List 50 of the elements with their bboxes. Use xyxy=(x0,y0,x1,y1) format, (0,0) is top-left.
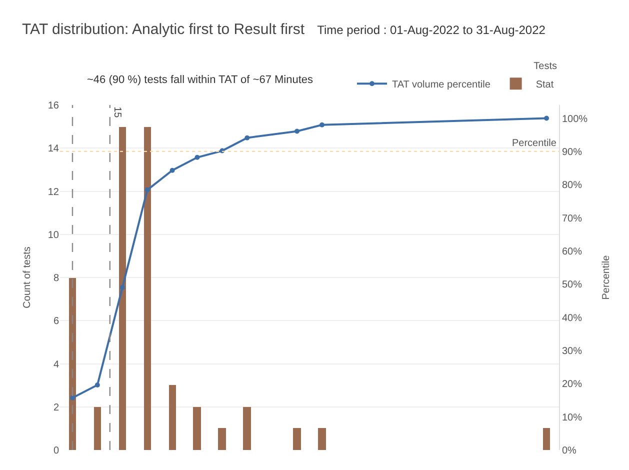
y2-tick-label: 50% xyxy=(562,280,582,291)
point xyxy=(144,187,150,192)
bar xyxy=(218,428,226,450)
y-tick-label: 0 xyxy=(53,446,60,456)
y2-tick-label: 70% xyxy=(562,213,582,224)
y2-tick-label: 30% xyxy=(562,346,582,357)
y-axis-title: Count of tests xyxy=(22,246,33,308)
y2-tick-label: 60% xyxy=(562,246,582,258)
chart-title: TAT distribution: Analytic first to Result first xyxy=(22,21,305,38)
point xyxy=(544,116,550,121)
y2-tick-label: 90% xyxy=(562,146,582,158)
y2-tick-label: 0% xyxy=(562,446,577,456)
y-tick-label: 6 xyxy=(53,316,60,328)
point xyxy=(244,135,250,140)
y2-axis-title: Percentile xyxy=(601,254,612,300)
text: ~46 (90 %) tests fall within TAT of ~67 Minutes xyxy=(87,74,314,86)
legend-label: TAT volume percentile xyxy=(392,80,491,90)
bar xyxy=(119,127,126,450)
y2-tick-label: 20% xyxy=(562,379,582,390)
ref-line-label: Percentile xyxy=(512,138,557,149)
legend-label: Stat xyxy=(536,80,554,90)
y-tick-label: 16 xyxy=(48,100,60,112)
legend-title: Tests xyxy=(534,61,557,72)
y2-tick-label: 80% xyxy=(562,180,582,192)
y-tick-label: 8 xyxy=(53,273,60,284)
bar xyxy=(243,407,251,450)
y-tick-label: 10 xyxy=(48,230,60,241)
y-tick-label: 12 xyxy=(48,186,60,198)
y2-tick-label: 100% xyxy=(562,114,588,125)
point xyxy=(319,122,324,128)
bar xyxy=(94,407,101,450)
bar xyxy=(169,385,176,450)
y2-tick-label: 40% xyxy=(562,312,582,324)
annotation: 15 xyxy=(111,106,122,118)
bar xyxy=(193,407,201,450)
chart-subtitle: Time period : 01-Aug-2022 to 31-Aug-2022 xyxy=(317,23,546,37)
bar xyxy=(543,428,550,450)
bar xyxy=(318,428,326,450)
y-tick-label: 4 xyxy=(53,359,60,370)
point xyxy=(94,382,100,388)
point xyxy=(194,154,200,160)
y-tick-label: 2 xyxy=(53,402,60,414)
bar xyxy=(69,278,76,450)
point xyxy=(294,128,300,134)
point xyxy=(120,284,125,290)
y-tick-label: 14 xyxy=(48,144,60,155)
point xyxy=(170,168,175,173)
y2-tick-label: 10% xyxy=(562,412,582,424)
bar xyxy=(293,428,301,450)
bar xyxy=(144,127,151,450)
